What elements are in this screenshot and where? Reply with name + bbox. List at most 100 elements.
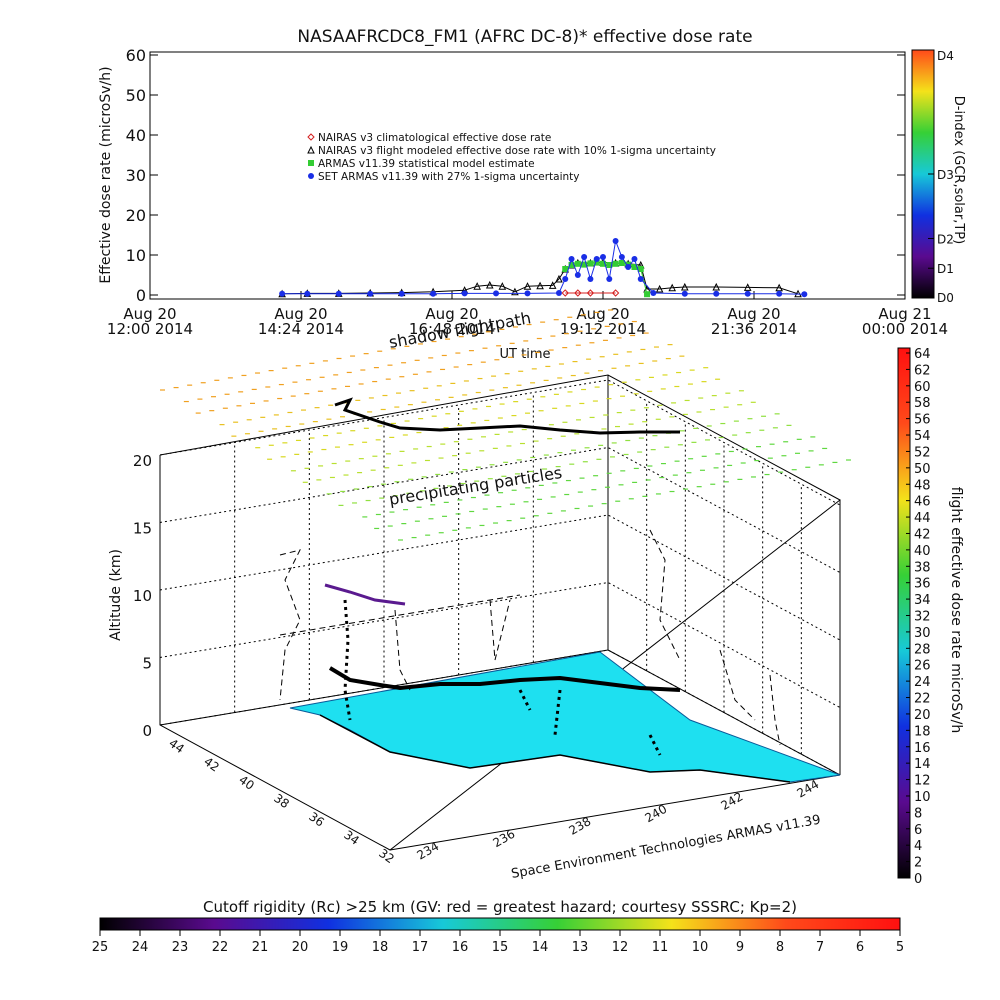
data-point [511, 287, 519, 296]
rigidity-ticks: 25 24 23 22 21 20 19 18 17 16 15 14 13 12 11 10 9 8 7 6 5 [92, 930, 904, 955]
data-point [555, 274, 563, 283]
chart-title: NASAAFRCDC8_FM1 (AFRC DC-8)* effective d… [297, 27, 752, 47]
flightpath-main [328, 666, 681, 692]
coastline-map [289, 651, 841, 783]
data-point [744, 290, 751, 297]
rigidity-tick-label: 5 [896, 940, 904, 955]
dose-tick-label: 40 [914, 544, 931, 559]
dose-colorbar: 0246810121416182022242628303234363840424… [897, 347, 964, 887]
rigidity-tick-label: 14 [532, 940, 549, 955]
dose-tick-label: 18 [914, 724, 931, 739]
data-point [606, 276, 613, 282]
rigidity-colorbar: Cutoff rigidity (Rc) >25 km (GV: red = g… [92, 898, 904, 955]
front-floor-edge [389, 774, 841, 851]
rigidity-tick-label: 11 [652, 940, 669, 955]
dose-tick-label: 60 [914, 380, 931, 395]
legend-marker [307, 133, 315, 141]
data-point [611, 289, 620, 297]
credit-label: Space Environment Technologies ARMAS v11… [510, 813, 822, 882]
x-tick-label-date: Aug 20 [123, 305, 176, 323]
dose-tick-label: 56 [914, 413, 931, 428]
x-tick-label-date: Aug 21 [878, 305, 931, 323]
data-point [574, 260, 581, 267]
dose-tick-label: 12 [914, 774, 931, 789]
rigidity-tick-label: 21 [252, 940, 269, 955]
dose-colorbar-label: flight effective dose rate microSv/h [948, 487, 964, 733]
dose-tick-label: 48 [914, 478, 931, 493]
data-point [555, 290, 562, 296]
data-point [461, 290, 468, 297]
projection-line-5 [719, 649, 756, 721]
latitude-tick-label: 38 [271, 791, 292, 811]
data-point [600, 260, 606, 267]
projection-line-3 [489, 599, 511, 661]
rigidity-tick-label: 10 [692, 940, 709, 955]
data-point [631, 256, 638, 262]
projection-lines [279, 529, 781, 746]
d-index-tick-label: D0 [937, 291, 954, 305]
dose-tick-label: 46 [914, 495, 931, 510]
shadow-flightpath [334, 397, 680, 435]
data-point [562, 276, 569, 282]
flightpath-descent [343, 599, 662, 756]
altitude-label: Altitude (km) [108, 549, 124, 641]
y-tick-label: 40 [126, 126, 146, 145]
x-tick-label-time: 19:12 2014 [560, 320, 646, 338]
data-point [655, 284, 664, 293]
data-point [713, 290, 720, 297]
rigidity-gradient [99, 917, 901, 931]
rigidity-tick-label: 24 [132, 940, 149, 955]
box-gridlines [159, 379, 841, 776]
data-point [637, 276, 644, 282]
rigidity-tick-label: 18 [372, 940, 389, 955]
x-tick-label-time: 12:00 2014 [107, 320, 193, 338]
rigidity-tick-label: 23 [172, 940, 189, 955]
data-point [631, 264, 638, 270]
data-point [367, 290, 374, 297]
data-point [680, 282, 689, 291]
dose-tick-label: 58 [914, 396, 931, 411]
data-point [524, 290, 531, 297]
data-point [574, 289, 582, 297]
dose-tick-label: 16 [914, 741, 931, 756]
dose-tick-label: 22 [914, 692, 931, 707]
x-tick-label-time: 16:48 2014 [409, 320, 495, 338]
rigidity-tick-label: 22 [212, 940, 229, 955]
dose-tick-label: 26 [914, 659, 931, 674]
data-point [568, 256, 575, 262]
rigidity-tick-label: 20 [292, 940, 309, 955]
projection-line-6 [769, 674, 781, 746]
rigidity-tick-label: 16 [452, 940, 469, 955]
longitude-tick-label: 238 [567, 814, 594, 838]
d-index-colorbar: D0 D1 D2 D3 D4 D-index (GCR,solar,TP) [911, 49, 966, 305]
data-point [485, 280, 494, 289]
data-point [606, 262, 613, 268]
y-axis-label: Effective dose rate (microSv/h) [98, 66, 114, 283]
data-point [650, 290, 657, 296]
data-point [618, 254, 625, 260]
projection-line-1 [279, 549, 301, 701]
data-point [568, 262, 575, 268]
dose-tick-label: 30 [914, 626, 931, 641]
rigidity-tick-label: 12 [612, 940, 629, 955]
legend-entry: ARMAS v11.39 statistical model estimate [318, 158, 535, 170]
data-point [681, 290, 688, 297]
y-tick-label: 0 [136, 286, 146, 305]
dose-tick-label: 36 [914, 577, 931, 592]
series-marks [278, 238, 808, 298]
altitude-tick-label: 0 [142, 722, 152, 740]
latitude-tick-label: 36 [306, 809, 327, 829]
dose-tick-label: 62 [914, 363, 931, 378]
series-line [282, 239, 805, 295]
dose-tick-label: 20 [914, 708, 931, 723]
d-index-tick-label: D1 [937, 262, 954, 276]
data-point [587, 260, 594, 267]
dose-tick-label: 42 [914, 527, 931, 542]
dose-tick-label: 38 [914, 560, 931, 575]
legend-marker [308, 173, 314, 179]
rigidity-title: Cutoff rigidity (Rc) >25 km (GV: red = g… [203, 898, 797, 916]
altitude-tick-label: 15 [133, 520, 152, 538]
